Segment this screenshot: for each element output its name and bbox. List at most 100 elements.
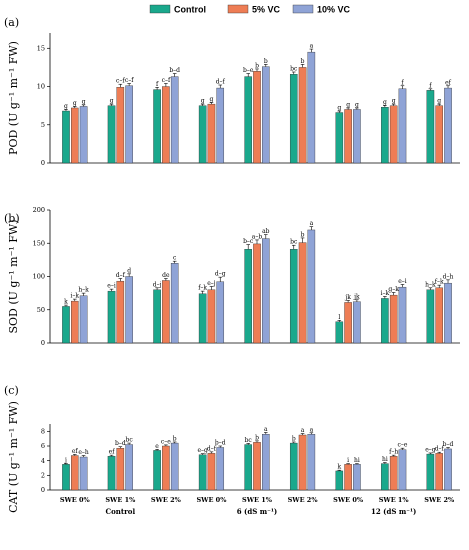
significance-letter: f–k: [198, 285, 207, 292]
significance-letter: c–f: [125, 77, 134, 84]
bar-0-6: [335, 112, 344, 164]
significance-letter: c–f: [162, 77, 171, 84]
significance-letter: l: [338, 314, 340, 321]
bar-1-7: [389, 105, 398, 164]
bar-2-2: [170, 442, 179, 491]
significance-letter: a: [264, 426, 268, 433]
significance-letter: b: [255, 434, 259, 441]
bar-1-0: [71, 455, 79, 491]
significance-letter: g: [110, 98, 114, 105]
significance-letter: b: [264, 58, 268, 65]
significance-letter: g: [64, 103, 68, 110]
bar-2-0: [79, 106, 88, 164]
significance-letter: bc: [290, 239, 298, 246]
y-tick-label: 100: [33, 273, 45, 281]
significance-letter: e–g: [197, 447, 208, 454]
significance-letter: g: [210, 96, 214, 103]
significance-letter: f: [401, 79, 404, 86]
significance-letter: b: [173, 435, 177, 442]
bar-2-1: [125, 444, 133, 491]
bar-0-1: [107, 105, 116, 164]
y-tick-label: 50: [37, 306, 45, 314]
significance-letter: i–k: [381, 290, 390, 297]
significance-letter: jk: [344, 294, 351, 301]
significance-letter: h–k: [78, 287, 89, 294]
significance-letter: e–g: [425, 446, 436, 453]
legend-swatch-0: [149, 4, 171, 14]
bar-0-8: [426, 453, 435, 491]
bar-2-5: [307, 434, 316, 491]
bar-0-4: [244, 249, 252, 344]
significance-letter: b–d: [443, 441, 454, 448]
significance-letter: b–e: [243, 67, 254, 74]
bar-1-6: [344, 109, 352, 164]
y-tick-label: 4: [41, 457, 45, 465]
bar-1-2: [162, 86, 170, 164]
bar-1-4: [253, 442, 261, 491]
bar-1-2: [162, 280, 170, 344]
bar-0-2: [153, 89, 161, 164]
significance-letter: b: [301, 231, 305, 238]
bar-2-8: [444, 87, 452, 164]
bar-0-6: [335, 321, 344, 344]
bar-2-2: [170, 76, 179, 164]
bar-1-4: [253, 71, 261, 164]
significance-letter: d–g: [215, 271, 226, 278]
bar-1-2: [162, 445, 170, 491]
significance-letter: d–f: [207, 445, 217, 452]
legend-swatch-1: [227, 4, 249, 14]
significance-letter: ef: [72, 448, 79, 455]
significance-letter: bc: [245, 437, 253, 444]
significance-letter: d: [127, 267, 131, 274]
bar-1-6: [344, 302, 352, 344]
x-tick-label: SWE 1%: [242, 496, 273, 504]
bar-2-7: [398, 88, 407, 164]
significance-letter: f–h: [389, 449, 398, 456]
y-tick-label: 8: [41, 428, 45, 436]
significance-letter: g: [73, 100, 77, 107]
significance-letter: c: [173, 255, 177, 262]
significance-letter: de: [162, 272, 170, 279]
significance-letter: a–b: [252, 233, 263, 240]
bar-2-8: [444, 448, 452, 491]
bar-1-3: [207, 103, 216, 164]
x-tick-label: SWE 0%: [196, 496, 227, 504]
bar-1-8: [435, 287, 443, 344]
significance-letter: hi: [354, 457, 360, 464]
bar-1-5: [298, 67, 307, 164]
x-group-label: 12 (dS m⁻¹): [371, 507, 416, 516]
bar-2-1: [125, 276, 133, 344]
significance-letter: a: [310, 220, 314, 227]
legend-label-2: 10% VC: [317, 5, 351, 15]
y-axis-label: CAT (U g⁻¹ m⁻¹ FW): [7, 401, 20, 513]
x-group-label: Control: [106, 507, 136, 516]
significance-letter: e: [155, 443, 159, 450]
x-tick-label: SWE 2%: [151, 496, 182, 504]
significance-letter: f–k: [435, 279, 444, 286]
significance-letter: c–e: [398, 442, 408, 449]
x-tick-label: SWE 0%: [60, 496, 91, 504]
bar-1-3: [207, 453, 216, 491]
bar-0-5: [289, 249, 298, 344]
bar-2-7: [398, 449, 407, 491]
bar-1-0: [71, 107, 79, 164]
bar-1-4: [253, 243, 261, 344]
significance-letter: b–c: [243, 238, 254, 245]
bar-0-0: [62, 110, 70, 164]
bar-2-3: [216, 447, 225, 491]
significance-letter: e–j: [207, 280, 216, 287]
bar-2-7: [398, 286, 407, 344]
bar-1-1: [116, 87, 125, 164]
x-tick-label: SWE 1%: [105, 496, 136, 504]
bar-1-1: [116, 448, 125, 491]
bar-0-0: [62, 306, 70, 344]
significance-letter: a: [310, 426, 314, 433]
bar-0-8: [426, 90, 435, 164]
bar-2-6: [353, 301, 361, 344]
significance-letter: ab: [262, 228, 270, 235]
significance-letter: e–i: [107, 283, 116, 290]
bar-2-4: [262, 66, 270, 164]
significance-letter: jk: [353, 293, 360, 300]
significance-letter: g: [437, 98, 441, 105]
